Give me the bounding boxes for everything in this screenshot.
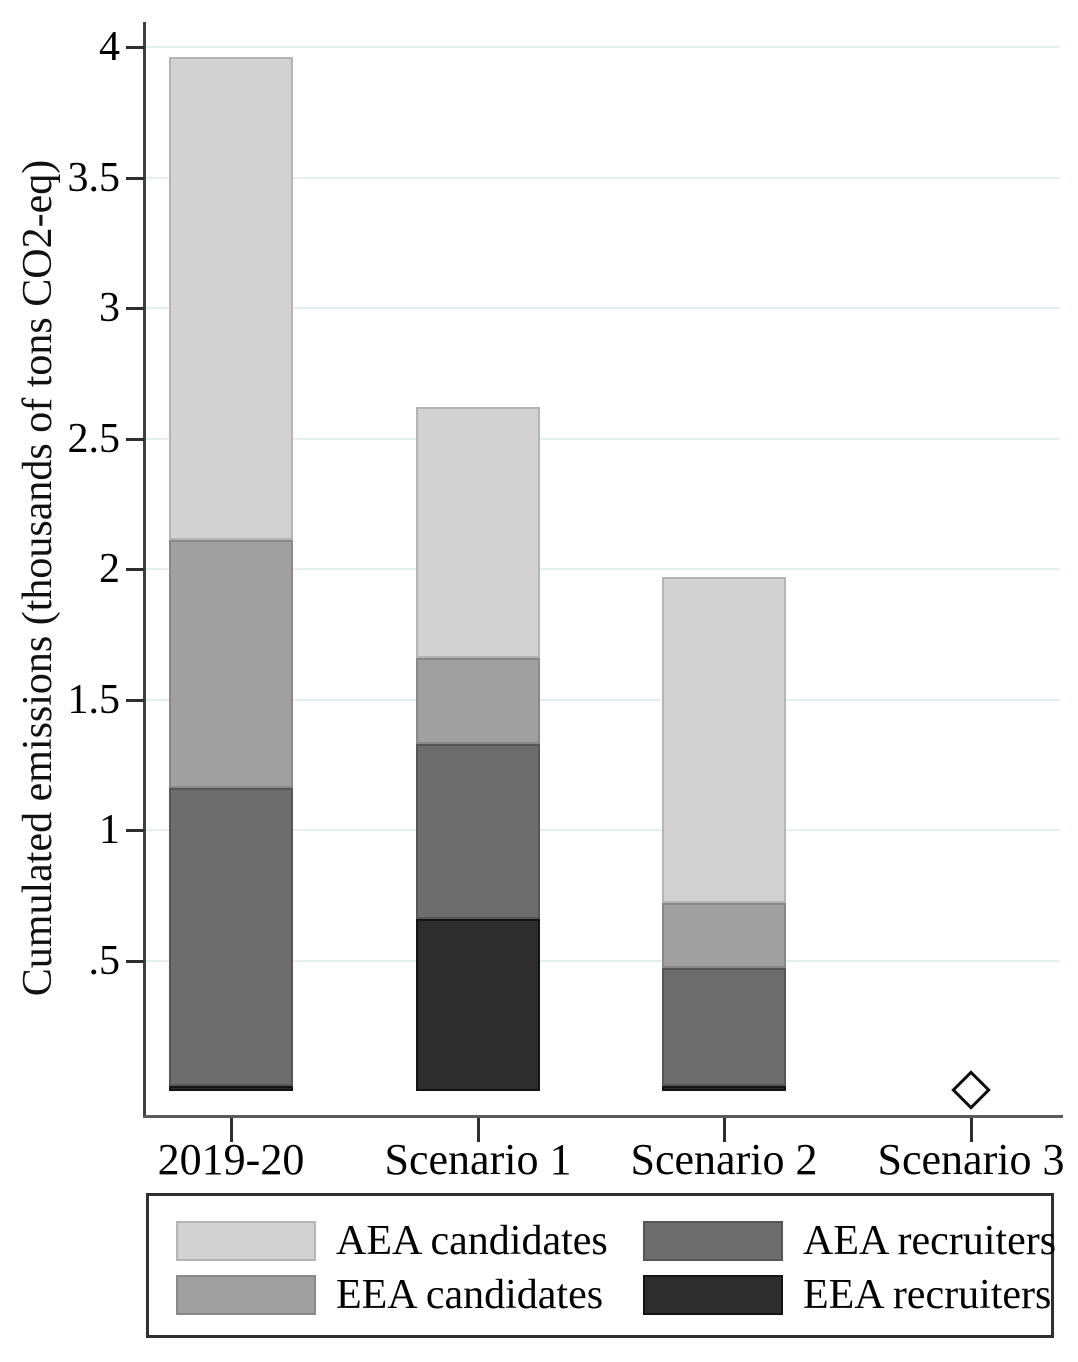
y-tick-label: 2 xyxy=(99,546,120,592)
legend-box: AEA candidates AEA recruiters EEA candidat… xyxy=(146,1193,1057,1338)
y-tick xyxy=(126,307,144,310)
y-tick-label: .5 xyxy=(88,938,121,984)
x-tick-label: Scenario 3 xyxy=(877,1135,1065,1184)
y-tick-label: 4 xyxy=(99,24,120,70)
plot-area: .5 1 1.5 2 2.5 3 3.5 4 2019-20 Scenario 1 Scenario… xyxy=(67,22,1065,1184)
bar-segment-aea-candidates xyxy=(169,57,293,540)
x-tick xyxy=(970,1118,973,1142)
legend-swatch-aea-recruiters xyxy=(643,1221,783,1261)
legend-swatch-eea-candidates xyxy=(176,1275,316,1315)
bar-segment-eea-candidates xyxy=(662,903,786,968)
bar-segment-aea-recruiters xyxy=(662,968,786,1086)
bar-segment-eea-candidates xyxy=(416,658,540,744)
legend-label-eea-recruiters: EEA recruiters xyxy=(803,1272,1052,1318)
y-gridline xyxy=(146,438,1060,440)
y-gridline xyxy=(146,829,1060,831)
y-tick xyxy=(126,46,144,49)
x-tick xyxy=(723,1118,726,1142)
y-tick xyxy=(126,568,144,571)
y-tick xyxy=(126,699,144,702)
y-tick-label: 3 xyxy=(99,285,120,331)
bar-segment-aea-recruiters xyxy=(416,744,540,919)
y-tick-label: 1 xyxy=(99,807,120,853)
legend-label-eea-candidates: EEA candidates xyxy=(336,1272,604,1318)
x-tick-label: Scenario 1 xyxy=(384,1135,572,1184)
y-gridline xyxy=(146,46,1060,48)
y-tick-label: 1.5 xyxy=(67,677,121,723)
x-tick xyxy=(477,1118,480,1142)
bar-segment-eea-recruiters xyxy=(169,1086,293,1091)
bar-segment-eea-candidates xyxy=(169,540,293,788)
x-tick xyxy=(230,1118,233,1142)
bar-segment-aea-recruiters xyxy=(169,788,293,1086)
x-tick-label: 2019-20 xyxy=(157,1135,305,1184)
y-gridline xyxy=(146,699,1060,701)
legend-label-aea-recruiters: AEA recruiters xyxy=(803,1218,1057,1264)
y-gridline xyxy=(146,307,1060,309)
bar-segment-aea-candidates xyxy=(416,407,540,658)
y-tick xyxy=(126,177,144,180)
y-tick-label: 3.5 xyxy=(67,155,121,201)
y-tick-label: 2.5 xyxy=(67,416,121,462)
bar-segment-aea-candidates xyxy=(662,577,786,903)
scenario3-diamond-marker xyxy=(951,1070,991,1110)
y-tick xyxy=(126,438,144,441)
y-gridline xyxy=(146,177,1060,179)
bar-segment-eea-recruiters xyxy=(416,919,540,1091)
y-gridline xyxy=(146,568,1060,570)
legend-swatch-aea-candidates xyxy=(176,1221,316,1261)
bar-segment-eea-recruiters xyxy=(662,1086,786,1091)
y-gridline xyxy=(146,960,1060,962)
y-tick xyxy=(126,960,144,963)
x-tick-label: Scenario 2 xyxy=(630,1135,818,1184)
legend-label-aea-candidates: AEA candidates xyxy=(336,1218,608,1264)
y-tick xyxy=(126,829,144,832)
legend-swatch-eea-recruiters xyxy=(643,1275,783,1315)
y-axis-line xyxy=(143,22,146,1118)
x-axis-line xyxy=(143,1115,1063,1118)
